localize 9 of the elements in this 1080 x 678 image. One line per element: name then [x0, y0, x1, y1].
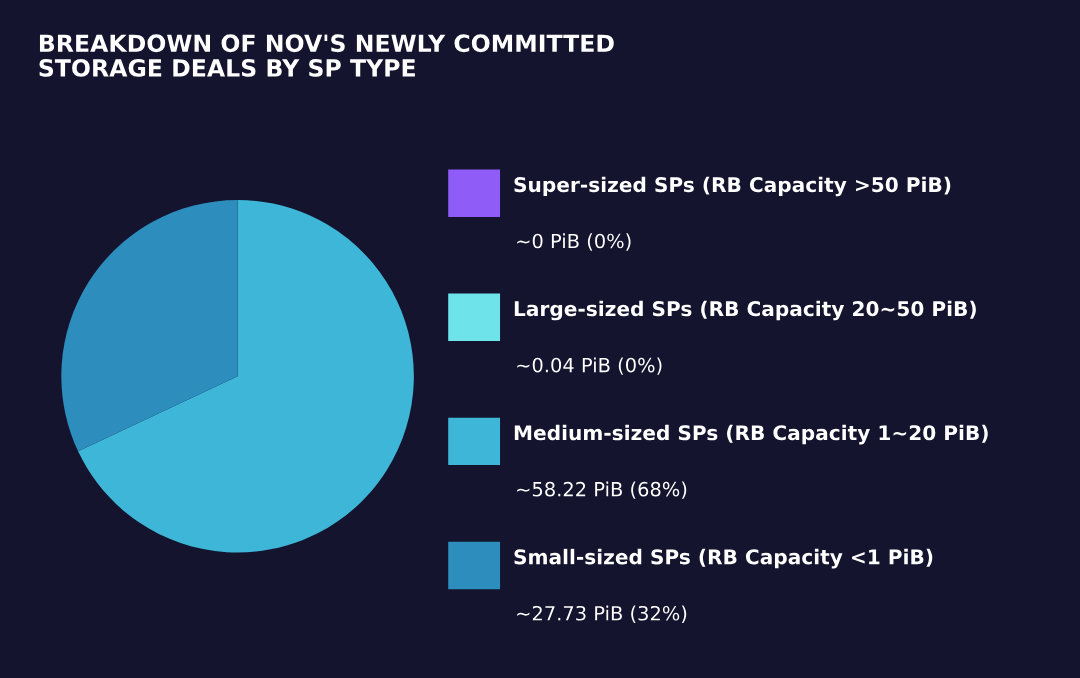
legend-label: Small-sized SPs (RB Capacity <1 PiB) — [514, 548, 933, 569]
legend-label: Super-sized SPs (RB Capacity >50 PiB) — [514, 176, 951, 197]
text: ~58.22 PiB (68%) — [517, 481, 687, 499]
text: ~27.73 PiB (32%) — [517, 605, 687, 623]
legend-label: Large-sized SPs (RB Capacity 20~50 PiB) — [514, 300, 976, 321]
chart-title: BREAKDOWN OF NOV'S NEWLY COMMITTED STORAGE DEALS BY SP TYPE — [39, 34, 614, 77]
text: ~0.04 PiB (0%) — [517, 357, 662, 375]
legend-label: Medium-sized SPs (RB Capacity 1~20 PiB) — [514, 424, 988, 445]
text: ~0 PiB (0%) — [517, 233, 631, 251]
